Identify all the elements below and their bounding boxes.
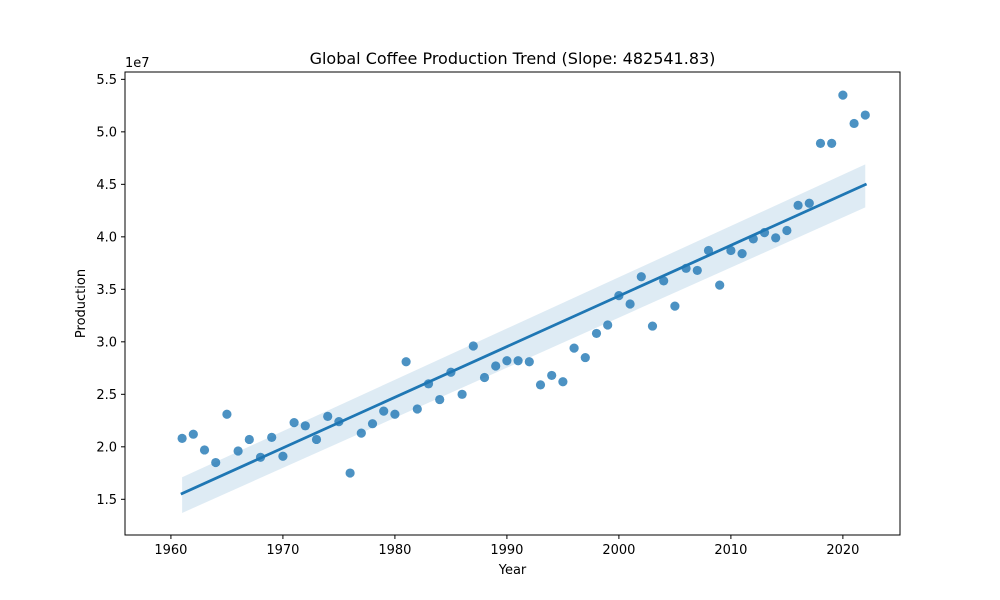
data-point [278,451,288,461]
data-point [838,90,848,100]
data-point [367,419,378,429]
data-point [569,343,579,353]
data-point [401,357,411,367]
x-tick-label: 1990 [490,543,523,558]
data-point [860,110,870,120]
x-tick-label: 2000 [602,543,635,558]
x-tick-label: 1960 [154,543,187,558]
y-tick-label: 4.0 [96,230,117,245]
data-point [390,409,400,419]
data-point [703,245,714,256]
data-point [849,118,859,129]
data-point [479,372,490,383]
regression-line [180,182,868,496]
data-point [491,361,501,371]
data-point [435,394,445,405]
y-tick-label: 4.5 [96,178,117,193]
data-point [323,411,333,421]
y-tick-label: 1.5 [96,493,117,508]
data-points-layer [177,90,870,478]
plot-frame [124,71,901,536]
data-point [659,276,669,286]
x-tick-label: 1970 [266,543,299,558]
data-point [177,433,187,444]
data-point [580,352,590,363]
data-point [412,404,422,414]
data-point [815,138,826,148]
x-axis-ticks: 1960 1970 1980 1990 2000 2010 2020 [154,535,859,558]
data-point [199,445,210,455]
data-point [715,280,725,290]
y-tick-label: 5.5 [96,73,117,88]
data-point [502,356,512,366]
data-point [311,434,322,445]
data-point [547,370,557,381]
data-point [804,198,814,208]
data-point [670,301,680,311]
regression-line-layer [180,182,868,496]
data-point [379,406,389,416]
data-point [513,356,523,366]
data-point [771,233,781,243]
data-point [222,409,232,419]
data-point [737,249,747,259]
data-point [603,320,613,330]
data-point [558,377,568,387]
y-tick-label: 3.5 [96,283,117,298]
y-axis-label: Production [74,269,89,338]
x-tick-label: 2010 [714,543,747,558]
data-point [356,428,366,438]
data-point [647,321,658,331]
data-point [457,389,467,399]
chart-title: Global Coffee Production Trend (Slope: 4… [310,49,716,68]
y-tick-label: 2.5 [96,388,117,403]
data-point [468,341,478,351]
data-point [289,418,299,428]
data-point [625,299,635,309]
data-point [233,446,243,456]
y-tick-label: 5.0 [96,125,117,140]
data-point [726,245,736,256]
data-point [244,434,254,445]
data-point [793,200,803,210]
y-offset-label: 1e7 [125,56,150,71]
data-point [345,468,355,478]
data-point [535,380,546,390]
data-point [591,328,602,339]
data-point [636,272,646,282]
data-point [692,265,702,276]
data-point [188,429,198,439]
data-point [267,432,277,442]
data-point [782,225,792,236]
x-axis-label: Year [498,563,527,578]
data-point [827,138,837,148]
data-point [211,457,221,468]
y-tick-label: 3.0 [96,335,117,350]
data-point [300,421,310,431]
x-tick-label: 2020 [826,543,859,558]
x-tick-label: 1980 [378,543,411,558]
y-tick-label: 2.0 [96,440,117,455]
data-point [524,357,534,367]
y-axis-ticks: 1.5 2.0 2.5 3.0 3.5 4.0 4.5 5.0 5.5 [96,73,125,508]
